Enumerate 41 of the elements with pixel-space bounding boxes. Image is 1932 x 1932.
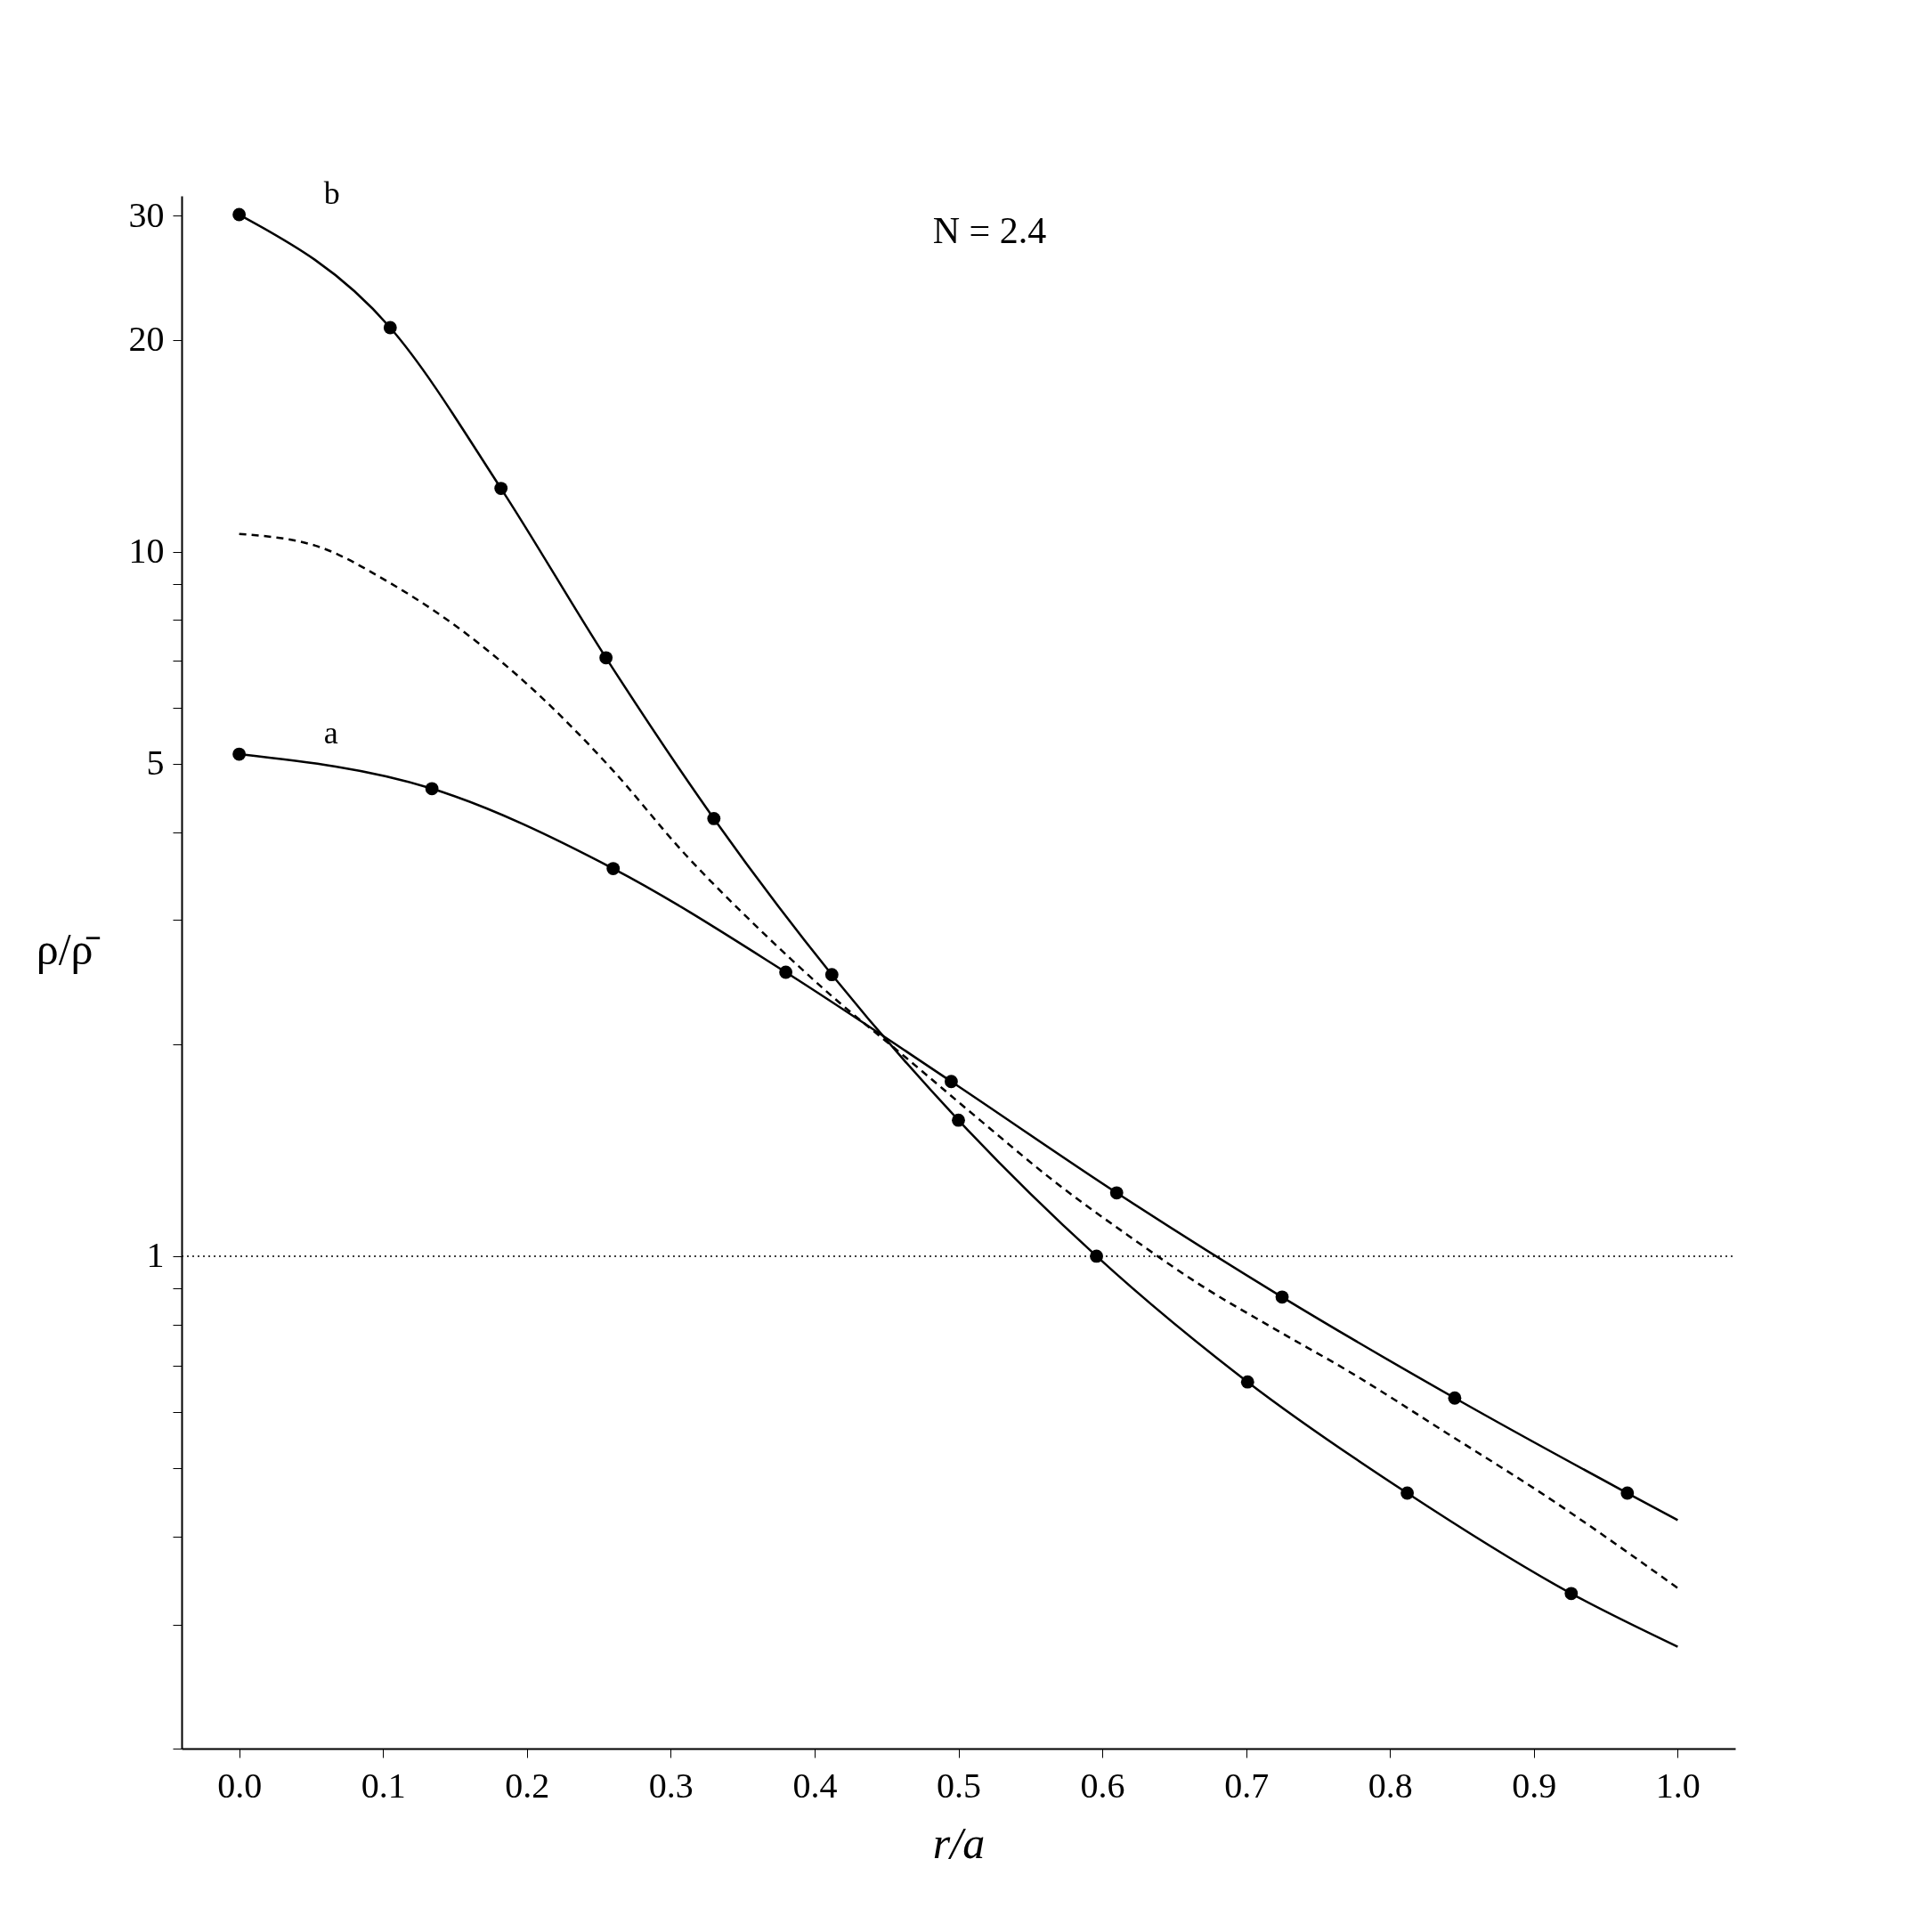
- x-tick-label: 0.0: [217, 1765, 263, 1806]
- point: [606, 862, 621, 875]
- y-tick-label: 30: [128, 194, 165, 235]
- x-tick-label: 0.1: [361, 1765, 406, 1806]
- point: [707, 812, 721, 825]
- x-tick-label: 0.3: [648, 1765, 694, 1806]
- x-tick-label: 0.4: [792, 1765, 838, 1806]
- annotation: N = 2.4: [932, 210, 1047, 251]
- x-tick-label: 0.6: [1080, 1765, 1125, 1806]
- point: [779, 965, 793, 979]
- point: [1400, 1486, 1415, 1500]
- series-label: b: [323, 175, 340, 212]
- y-tick-label: 5: [146, 743, 165, 783]
- x-tick-label: 1.0: [1655, 1765, 1701, 1806]
- point: [383, 321, 397, 335]
- point: [599, 651, 613, 665]
- point: [232, 747, 247, 761]
- point: [1564, 1587, 1579, 1601]
- x-tick-label: 0.8: [1368, 1765, 1413, 1806]
- point: [1090, 1249, 1104, 1263]
- point: [232, 207, 247, 222]
- point: [425, 782, 439, 796]
- x-axis-title: r/a: [932, 1817, 986, 1868]
- point: [824, 968, 839, 982]
- x-tick-label: 0.2: [505, 1765, 550, 1806]
- y-tick-label: 1: [146, 1235, 165, 1276]
- y-axis-title: ρ/ρ̄: [36, 923, 101, 974]
- point: [1448, 1391, 1462, 1405]
- point: [1620, 1486, 1635, 1500]
- point: [1275, 1290, 1289, 1304]
- point: [494, 482, 508, 495]
- x-tick-label: 0.7: [1224, 1765, 1270, 1806]
- x-tick-label: 0.9: [1512, 1765, 1557, 1806]
- point: [952, 1113, 965, 1127]
- point: [945, 1075, 958, 1089]
- point: [1240, 1375, 1254, 1389]
- x-tick-label: 0.5: [937, 1765, 981, 1806]
- y-tick-label: 20: [128, 319, 165, 360]
- series-label: a: [323, 715, 338, 751]
- y-tick-label: 10: [128, 531, 165, 572]
- point: [1109, 1186, 1124, 1200]
